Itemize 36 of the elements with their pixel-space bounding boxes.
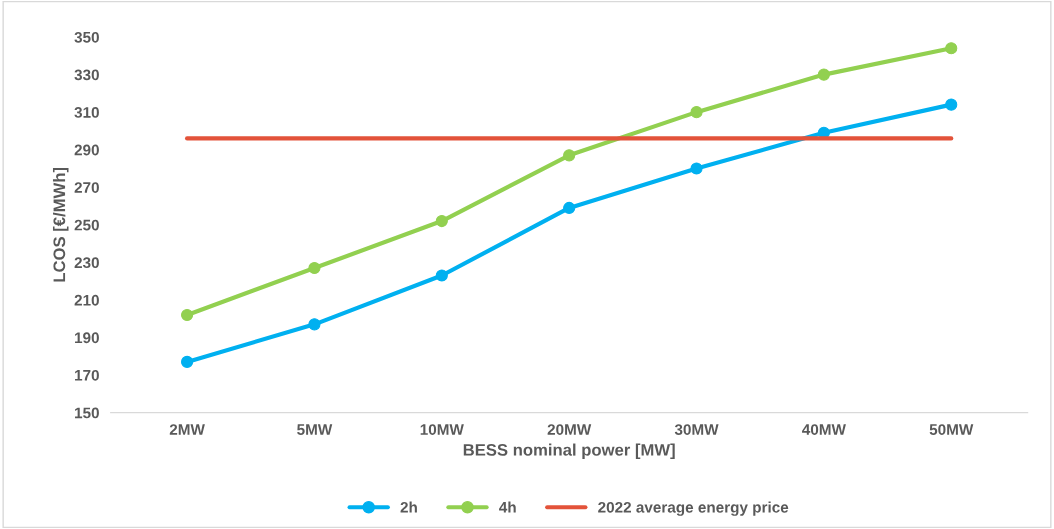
point: [435, 269, 448, 282]
point: [563, 201, 576, 214]
y-tick-label: 250: [74, 219, 99, 231]
point: [817, 68, 830, 81]
x-tick-label: 5MW: [297, 424, 333, 435]
y-tick-label: 350: [74, 31, 99, 43]
point: [181, 355, 194, 368]
x-tick-label: 30MW: [674, 424, 719, 435]
y-tick-label: 230: [74, 257, 99, 269]
x-tick-label: 50MW: [929, 424, 974, 435]
y-tick-label: 170: [75, 369, 99, 381]
legend-label: 2h: [400, 501, 417, 513]
point: [181, 308, 194, 322]
point: [690, 162, 703, 175]
y-tick-label: 190: [75, 332, 99, 344]
y-tick-label: 210: [74, 294, 99, 306]
point: [563, 149, 576, 162]
x-axis-title: BESS nominal power [MW]: [463, 443, 675, 460]
y-axis-title: LCOS [€/MWh]: [52, 167, 69, 282]
point: [945, 98, 958, 111]
y-tick-label: 330: [74, 69, 99, 81]
point: [308, 261, 321, 275]
point: [435, 214, 448, 228]
y-tick-label: 270: [74, 182, 99, 193]
x-tick-label: 10MW: [420, 424, 464, 435]
point: [945, 42, 958, 55]
x-tick-label: 40MW: [802, 424, 846, 435]
point: [690, 106, 703, 119]
y-tick-label: 290: [74, 144, 99, 156]
x-tick-label: 20MW: [547, 424, 592, 435]
legend-label: 4h: [499, 501, 516, 513]
point: [308, 318, 321, 331]
legend-label: 2022 average energy price: [598, 501, 789, 516]
y-tick-label: 310: [74, 107, 99, 118]
x-tick-label: 2MW: [169, 424, 205, 435]
y-tick-label: 150: [75, 407, 99, 419]
